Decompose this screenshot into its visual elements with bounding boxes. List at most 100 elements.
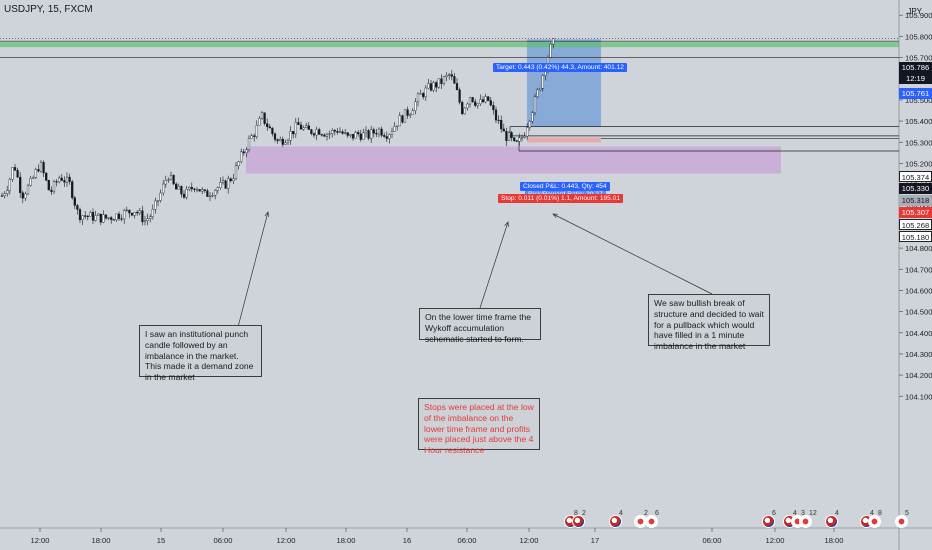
economic-event-icon[interactable] [825, 515, 838, 528]
economic-event-icon[interactable] [762, 515, 775, 528]
note-stops-placement[interactable]: Stops were placed at the low of the imba… [418, 398, 540, 455]
candle-body [294, 122, 297, 135]
candle-body [138, 210, 141, 214]
price-tick-label: 104.500 [905, 308, 932, 317]
candle-body [362, 132, 365, 140]
candle-body [414, 101, 417, 111]
candle-body [458, 89, 461, 103]
candle-body [388, 134, 391, 139]
time-tick-label: 06:00 [702, 536, 721, 545]
candle-body [55, 181, 58, 183]
candle-body [323, 134, 326, 137]
candle-body [185, 188, 188, 198]
price-tick-label: 105.000 [905, 202, 932, 211]
candle-body [0, 195, 4, 197]
economic-event-icon[interactable] [572, 515, 585, 528]
candle-body [11, 167, 14, 180]
candle-body [286, 140, 290, 144]
candle-body [406, 109, 409, 116]
candles [0, 38, 555, 226]
note-bullish-break[interactable]: We saw bullish break of structure and de… [648, 294, 770, 351]
candle-body [136, 211, 139, 214]
candle-body [8, 178, 11, 191]
candle-body [531, 112, 534, 122]
candle-body [370, 129, 373, 139]
economic-event-count: 4 [793, 510, 797, 517]
candle-body [211, 195, 214, 197]
candle-body [117, 213, 121, 219]
candle-body [331, 129, 334, 134]
price-tick-label: 104.800 [905, 244, 932, 253]
candle-body [81, 215, 84, 221]
economic-event-icon[interactable] [645, 515, 658, 528]
target-label[interactable]: Target: 0.443 (0.42%) 44.3, Amount: 401.… [493, 63, 627, 72]
price-tick-label: 105.900 [905, 11, 932, 20]
candle-body [390, 131, 394, 135]
candle-body [489, 100, 492, 106]
candle-body [354, 132, 357, 139]
economic-event-count: 6 [772, 510, 776, 517]
candle-body [52, 181, 56, 192]
candle-body [401, 115, 404, 123]
candle-body [455, 83, 459, 91]
candle-body [193, 188, 196, 190]
price-tick-label: 105.300 [905, 138, 932, 147]
candle-body [526, 127, 529, 137]
candle-body [234, 165, 238, 179]
candle-body [533, 96, 537, 113]
symbol-label[interactable]: USDJPY, 15, FXCM [4, 4, 93, 15]
candle-body [237, 161, 240, 166]
economic-event-count: 2 [644, 510, 648, 517]
economic-event-icon[interactable] [868, 515, 881, 528]
candle-body [102, 214, 105, 223]
candle-body [84, 215, 87, 217]
price-tag: 105.180 [899, 231, 932, 242]
candle-body [128, 209, 131, 214]
stop-label[interactable]: Stop: 0.011 (0.01%) 1.1, Amount: 195.01 [498, 194, 624, 203]
note-institutional-punch[interactable]: I saw an institutional punch candle foll… [139, 325, 262, 382]
candle-body [247, 137, 251, 150]
time-tick-label: 17 [591, 536, 599, 545]
demand-zone [246, 146, 781, 174]
candle-body [175, 183, 178, 190]
candle-body [125, 209, 128, 212]
candle-body [466, 103, 469, 109]
candle-body [299, 124, 303, 130]
candle-body [78, 209, 82, 221]
candle-body [216, 187, 219, 191]
candle-body [104, 214, 108, 219]
price-tag: 105.374 [899, 171, 932, 182]
price-tag: 105.761 [899, 88, 932, 99]
candle-body [115, 213, 118, 221]
candle-body [463, 107, 466, 115]
candle-body [154, 200, 157, 210]
candle-body [305, 125, 308, 128]
candle-body [318, 129, 321, 135]
price-tick-label: 104.600 [905, 286, 932, 295]
price-tag: 12:19 [899, 73, 932, 84]
candle-body [357, 132, 360, 135]
candle-body [468, 97, 472, 105]
candle-body [37, 169, 40, 172]
candle-body [476, 103, 479, 106]
economic-event-icon[interactable] [609, 515, 622, 528]
candle-body [229, 178, 232, 182]
candle-body [232, 178, 235, 182]
candle-body [338, 131, 342, 133]
candle-body [409, 114, 412, 116]
candle-body [536, 89, 539, 97]
candle-body [375, 132, 378, 135]
economic-event-icon[interactable] [799, 515, 812, 528]
candle-body [141, 210, 144, 223]
note-wykoff-accumulation[interactable]: On the lower time frame the Wykoff accum… [419, 308, 541, 344]
candle-body [279, 138, 282, 142]
candle-body [539, 88, 542, 91]
candle-body [385, 136, 388, 139]
candle-body [328, 133, 331, 135]
candle-body [29, 177, 32, 186]
closed-pnl-label[interactable]: Closed P&L: 0.443, Qty: 454 [520, 182, 610, 191]
candle-body [442, 76, 446, 84]
economic-event-icon[interactable] [895, 515, 908, 528]
price-tick-label: 104.100 [905, 392, 932, 401]
